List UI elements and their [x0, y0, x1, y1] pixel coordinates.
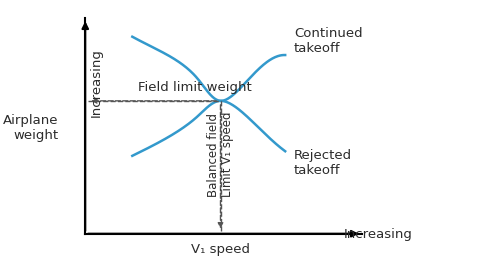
Text: Increasing: Increasing — [90, 48, 103, 117]
Text: V₁ speed: V₁ speed — [191, 243, 250, 256]
Text: Limit V₁ speed: Limit V₁ speed — [221, 112, 234, 197]
Text: Airplane
weight: Airplane weight — [3, 114, 59, 142]
Text: Continued
takeoff: Continued takeoff — [294, 27, 363, 55]
Text: Increasing: Increasing — [344, 228, 413, 241]
Text: Field limit weight: Field limit weight — [138, 81, 252, 94]
Text: Balanced field: Balanced field — [207, 113, 220, 197]
Text: Rejected
takeoff: Rejected takeoff — [294, 149, 352, 177]
